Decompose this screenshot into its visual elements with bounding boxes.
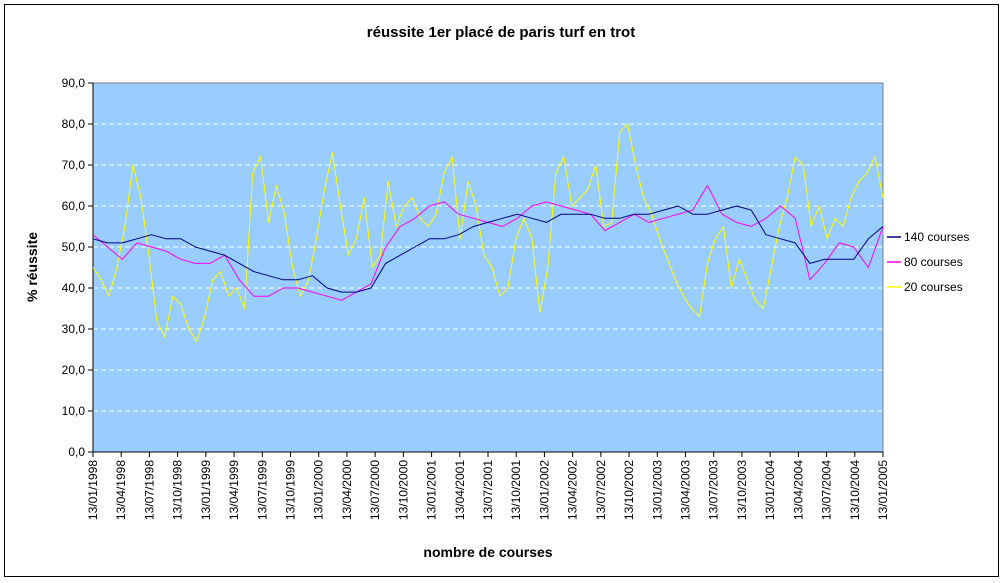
x-tick-label: 13/10/2004 xyxy=(848,460,862,520)
x-tick-label: 13/01/2004 xyxy=(763,460,777,520)
x-tick-label: 13/07/2004 xyxy=(820,460,834,520)
x-tick-label: 13/04/2003 xyxy=(679,460,693,520)
x-tick-label: 13/01/2003 xyxy=(650,460,664,520)
legend-label: 140 courses xyxy=(904,230,969,244)
x-tick-label: 13/10/1998 xyxy=(171,460,185,520)
chart-frame: réussite 1er placé de paris turf en trot… xyxy=(4,4,999,577)
x-tick-label: 13/07/2000 xyxy=(368,460,382,520)
x-tick-label: 13/10/1999 xyxy=(284,460,298,520)
x-tick-label: 13/01/2005 xyxy=(876,460,890,520)
x-tick-label: 13/04/2002 xyxy=(566,460,580,520)
x-tick-label: 13/10/2003 xyxy=(735,460,749,520)
x-tick-label: 13/07/2003 xyxy=(707,460,721,520)
y-tick-label: 10,0 xyxy=(62,404,86,418)
chart-title: réussite 1er placé de paris turf en trot xyxy=(367,24,635,41)
y-tick-label: 20,0 xyxy=(62,363,86,377)
x-tick-label: 13/01/1998 xyxy=(86,460,100,520)
x-tick-label: 13/01/1999 xyxy=(199,460,213,520)
gridlines xyxy=(93,123,883,412)
plot-area xyxy=(92,82,884,453)
series-layer xyxy=(92,123,884,342)
x-tick-label: 13/01/2000 xyxy=(312,460,326,520)
x-tick-label: 13/01/2002 xyxy=(537,460,551,520)
y-tick-label: 70,0 xyxy=(62,158,86,172)
y-tick-label: 90,0 xyxy=(62,76,86,90)
x-tick-label: 13/01/2001 xyxy=(425,460,439,520)
y-axis: 0,0 10,0 20,0 30,0 40,0 50,0 60,0 70,0 80,0 90,0 xyxy=(62,76,94,459)
x-tick-label: 13/10/2001 xyxy=(509,460,523,520)
y-tick-label: 50,0 xyxy=(62,240,86,254)
x-tick-label: 13/07/2002 xyxy=(594,460,608,520)
legend-label: 80 courses xyxy=(904,255,963,269)
x-tick-label: 13/04/2001 xyxy=(453,460,467,520)
legend: 140 courses 80 courses 20 courses xyxy=(887,230,969,294)
x-tick-label: 13/04/1999 xyxy=(227,460,241,520)
x-tick-label: 13/10/2002 xyxy=(622,460,636,520)
x-tick-label: 13/07/2001 xyxy=(481,460,495,520)
x-tick-label: 13/04/2000 xyxy=(340,460,354,520)
x-tick-label: 13/07/1998 xyxy=(142,460,156,520)
legend-label: 20 courses xyxy=(904,280,963,294)
y-axis-title: % réussite xyxy=(24,232,40,302)
series-line-140-courses xyxy=(92,205,884,293)
y-tick-label: 0,0 xyxy=(68,445,85,459)
x-axis-title: nombre de courses xyxy=(423,544,552,560)
y-tick-label: 40,0 xyxy=(62,281,86,295)
x-tick-label: 13/04/1998 xyxy=(114,460,128,520)
x-tick-label: 13/10/2000 xyxy=(396,460,410,520)
x-axis: 13/01/1998 13/04/1998 13/07/1998 13/10/1998… xyxy=(86,451,890,520)
line-chart: réussite 1er placé de paris turf en trot… xyxy=(24,24,969,560)
x-tick-label: 13/04/2004 xyxy=(791,460,805,520)
y-tick-label: 80,0 xyxy=(62,117,86,131)
y-tick-label: 30,0 xyxy=(62,322,86,336)
x-tick-label: 13/07/1999 xyxy=(255,460,269,520)
y-tick-label: 60,0 xyxy=(62,199,86,213)
series-line-20-courses xyxy=(92,123,884,342)
